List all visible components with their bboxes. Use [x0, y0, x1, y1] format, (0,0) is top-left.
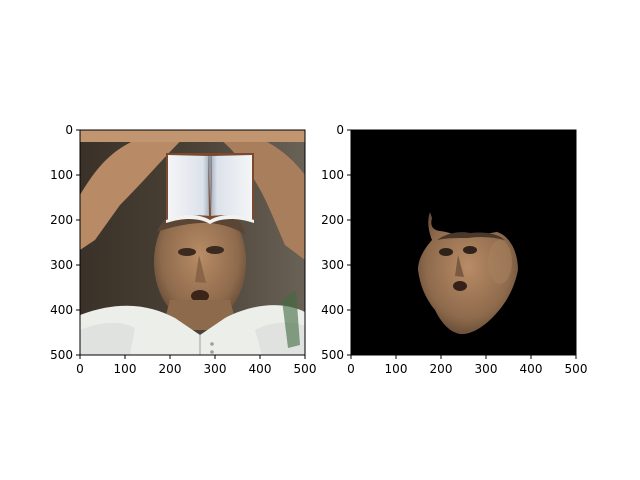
y-tick-label: 200	[50, 213, 73, 227]
y-tick-label: 100	[50, 168, 73, 182]
book-overlay	[166, 153, 254, 224]
photo-panel	[80, 130, 305, 355]
axes-frame	[79, 129, 306, 356]
x-tick-label: 300	[204, 362, 227, 376]
x-tick-label: 300	[475, 362, 498, 376]
x-tick-label: 0	[76, 362, 84, 376]
y-tick-label: 100	[321, 168, 344, 182]
mask-image	[351, 130, 576, 355]
y-tick-label: 0	[336, 123, 344, 137]
x-tick-label: 500	[565, 362, 588, 376]
y-tick-label: 300	[321, 258, 344, 272]
y-tick-label: 400	[321, 303, 344, 317]
y-tick-label: 300	[50, 258, 73, 272]
mask-panel	[351, 130, 576, 355]
y-tick-label: 400	[50, 303, 73, 317]
x-tick-label: 100	[385, 362, 408, 376]
x-tick-label: 400	[520, 362, 543, 376]
x-tick-label: 100	[114, 362, 137, 376]
y-tick-label: 0	[65, 123, 73, 137]
y-tick-label: 200	[321, 213, 344, 227]
x-tick-label: 200	[430, 362, 453, 376]
x-tick-label: 200	[159, 362, 182, 376]
x-tick-label: 0	[347, 362, 355, 376]
axes-frame	[350, 129, 577, 356]
y-tick-label: 500	[321, 348, 344, 362]
x-tick-label: 400	[249, 362, 272, 376]
x-tick-label: 500	[294, 362, 317, 376]
y-tick-label: 500	[50, 348, 73, 362]
